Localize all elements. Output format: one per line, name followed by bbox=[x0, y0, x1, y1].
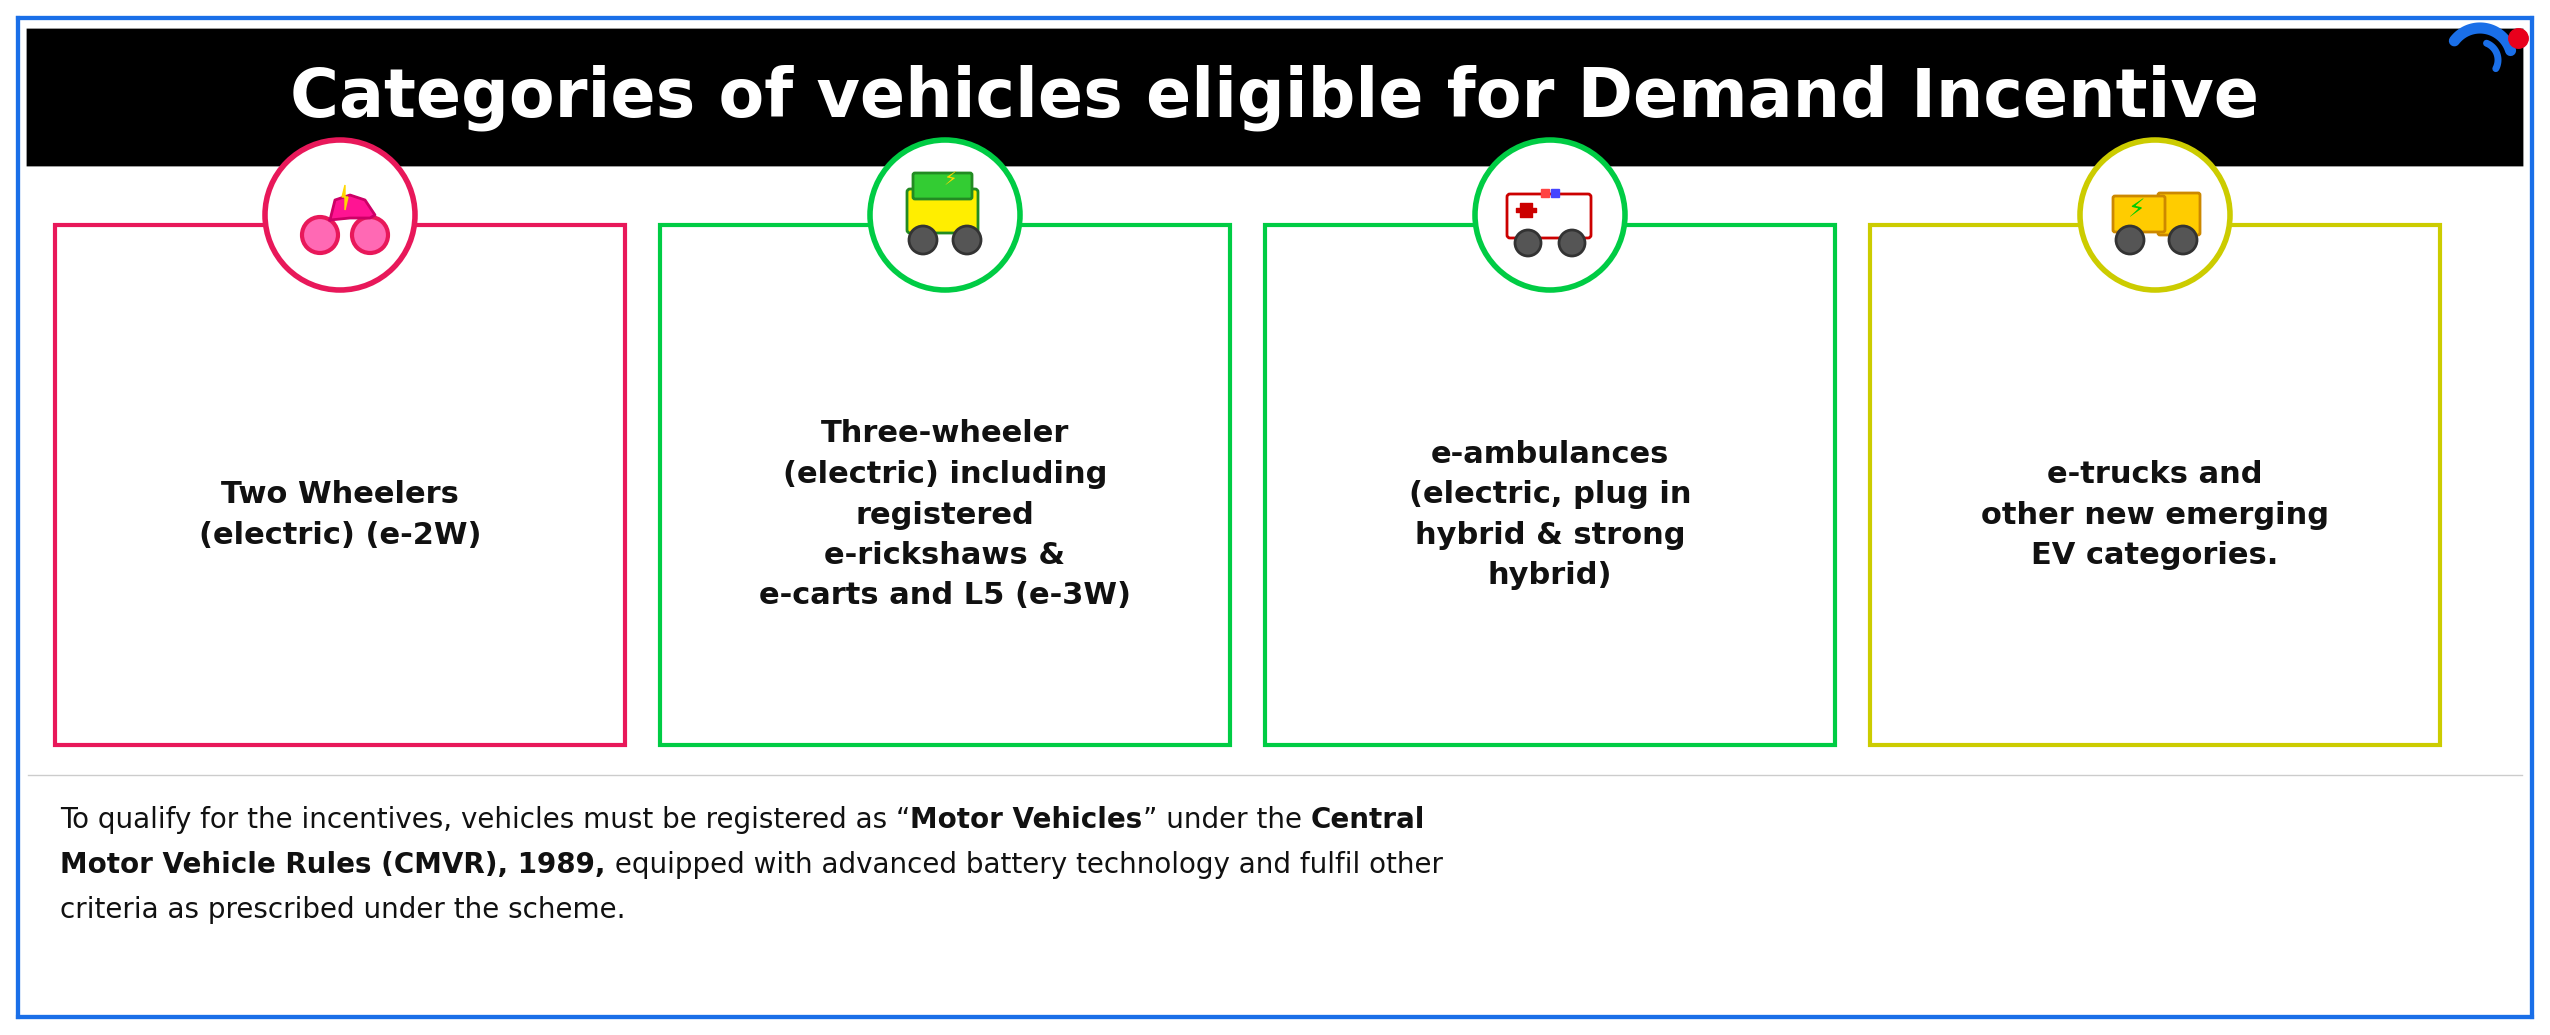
Text: criteria as prescribed under the scheme.: criteria as prescribed under the scheme. bbox=[61, 896, 625, 924]
Circle shape bbox=[2081, 140, 2231, 290]
FancyBboxPatch shape bbox=[1507, 194, 1591, 238]
FancyBboxPatch shape bbox=[2157, 193, 2201, 235]
Text: e-ambulances
(electric, plug in
hybrid & strong
hybrid): e-ambulances (electric, plug in hybrid &… bbox=[1408, 440, 1691, 590]
Circle shape bbox=[352, 217, 388, 253]
Circle shape bbox=[954, 226, 982, 254]
Circle shape bbox=[1474, 140, 1624, 290]
FancyBboxPatch shape bbox=[913, 173, 972, 199]
Text: equipped with advanced battery technology and fulfil other: equipped with advanced battery technolog… bbox=[604, 851, 1443, 879]
FancyBboxPatch shape bbox=[18, 18, 2532, 1017]
Circle shape bbox=[908, 226, 936, 254]
FancyBboxPatch shape bbox=[1265, 225, 1836, 745]
Circle shape bbox=[1515, 230, 1540, 256]
FancyBboxPatch shape bbox=[908, 189, 979, 233]
Text: Motor Vehicles: Motor Vehicles bbox=[910, 806, 1142, 834]
Circle shape bbox=[870, 140, 1020, 290]
Text: Two Wheelers
(electric) (e-2W): Two Wheelers (electric) (e-2W) bbox=[199, 480, 482, 550]
Text: e-trucks and
other new emerging
EV categories.: e-trucks and other new emerging EV categ… bbox=[1981, 460, 2328, 570]
FancyBboxPatch shape bbox=[2114, 196, 2165, 232]
Text: Motor Vehicle Rules (CMVR), 1989,: Motor Vehicle Rules (CMVR), 1989, bbox=[61, 851, 604, 879]
FancyBboxPatch shape bbox=[56, 225, 625, 745]
Text: ⚡: ⚡ bbox=[944, 171, 956, 189]
Polygon shape bbox=[329, 195, 375, 220]
Circle shape bbox=[2170, 226, 2198, 254]
Text: ⚡: ⚡ bbox=[2129, 198, 2145, 221]
FancyBboxPatch shape bbox=[1869, 225, 2440, 745]
FancyBboxPatch shape bbox=[28, 30, 2522, 165]
Circle shape bbox=[301, 217, 339, 253]
Polygon shape bbox=[342, 185, 347, 210]
Circle shape bbox=[265, 140, 416, 290]
Text: To qualify for the incentives, vehicles must be registered as “: To qualify for the incentives, vehicles … bbox=[61, 806, 910, 834]
Text: Categories of vehicles eligible for Demand Incentive: Categories of vehicles eligible for Dema… bbox=[291, 65, 2259, 131]
Text: Central: Central bbox=[1311, 806, 1425, 834]
Text: ” under the: ” under the bbox=[1142, 806, 1311, 834]
Circle shape bbox=[2116, 226, 2145, 254]
FancyBboxPatch shape bbox=[660, 225, 1229, 745]
Circle shape bbox=[1558, 230, 1586, 256]
Text: Three-wheeler
(electric) including
registered
e-rickshaws &
e-carts and L5 (e-3W: Three-wheeler (electric) including regis… bbox=[760, 419, 1132, 611]
